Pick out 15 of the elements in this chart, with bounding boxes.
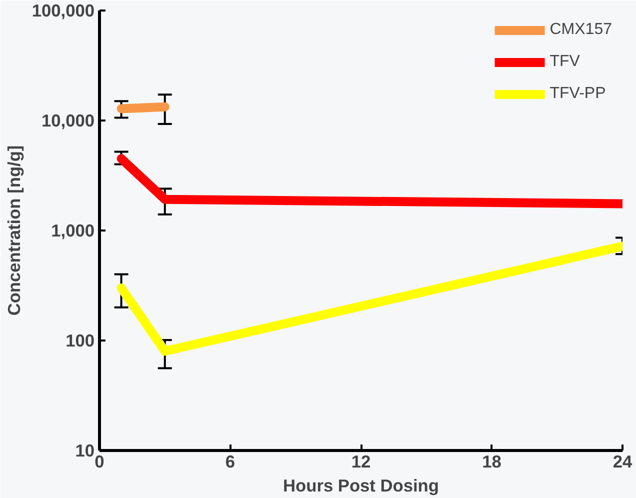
y-tick-label: 10,000 (42, 110, 94, 130)
x-axis-title: Hours Post Dosing (283, 476, 439, 496)
x-tick-label: 24 (612, 452, 632, 472)
x-tick-label: 18 (482, 452, 502, 472)
legend-label: TFV (550, 53, 580, 71)
x-tick-label: 0 (94, 452, 104, 472)
x-tick-label: 6 (225, 452, 236, 472)
y-axis-title: Concentration [ng/g] (4, 145, 24, 316)
y-tick-label: 1,000 (51, 220, 95, 240)
legend-label: TFV-PP (550, 85, 606, 103)
y-tick-label: 100 (66, 330, 95, 350)
legend-label: CMX157 (550, 21, 612, 39)
y-tick-label: 10 (75, 440, 95, 460)
y-tick-label: 100,000 (32, 0, 95, 20)
x-tick-label: 12 (351, 452, 371, 472)
